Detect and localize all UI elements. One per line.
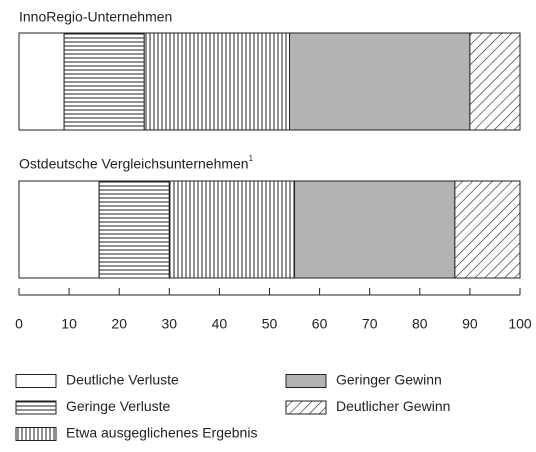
legend-label: Geringe Verluste (66, 398, 170, 414)
legend-swatch (285, 374, 327, 388)
bar-segment (18, 32, 65, 131)
legend-swatch (285, 400, 327, 415)
legend-label: Deutliche Verluste (66, 372, 179, 388)
x-tick-label: 0 (15, 316, 23, 332)
bar-segment (294, 180, 456, 279)
footnote-mark: 1 (249, 154, 254, 163)
bar-segment (168, 180, 296, 279)
legend-label: Geringer Gewinn (336, 372, 442, 388)
bar-segment (454, 180, 521, 279)
bar-segment (63, 32, 145, 131)
bar-segment (289, 32, 471, 131)
x-tick-label: 30 (162, 316, 178, 332)
bar-segment (98, 180, 170, 279)
x-tick-label: 80 (412, 316, 428, 332)
bar-title: InnoRegio-Unternehmen (19, 9, 172, 25)
legend-label: Deutlicher Gewinn (336, 398, 450, 414)
x-tick-label: 20 (111, 316, 127, 332)
x-tick-label: 50 (262, 316, 278, 332)
x-tick-label: 40 (212, 316, 228, 332)
bar-segment (469, 32, 521, 131)
legend-swatch (15, 427, 57, 441)
x-tick-label: 100 (508, 316, 532, 332)
legend-label: Etwa ausgeglichenes Ergebnis (66, 425, 257, 441)
x-tick-label: 90 (462, 316, 478, 332)
legend-swatch (15, 400, 57, 415)
x-tick-label: 10 (61, 316, 77, 332)
bar-segment (143, 32, 291, 131)
bar-segment (18, 180, 100, 279)
x-tick-label: 60 (312, 316, 328, 332)
legend-swatch (15, 374, 57, 388)
bar-title: Ostdeutsche Vergleichsunternehmen1 (19, 154, 254, 172)
x-tick-label: 70 (362, 316, 378, 332)
